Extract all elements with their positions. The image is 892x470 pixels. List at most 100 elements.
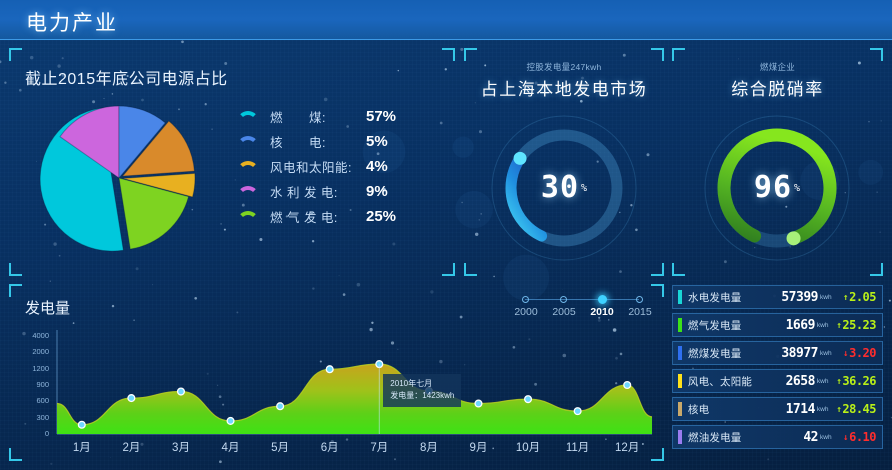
data-point[interactable] <box>474 399 483 408</box>
row-label: 燃气发电量 <box>687 319 742 332</box>
corner-bracket-tr <box>442 48 455 61</box>
row-color-swatch <box>678 346 682 360</box>
corner-bracket-br <box>442 263 455 276</box>
legend-arc-icon <box>237 111 259 122</box>
legend-item[interactable]: 水 利 发 电: 9% <box>237 179 396 204</box>
panel-generation-chart <box>9 284 664 461</box>
corner-bracket-tr <box>651 284 664 297</box>
row-value: 2658 <box>785 373 816 389</box>
y-axis-tick: 4000 <box>32 331 49 340</box>
tooltip-line-1: 2010年七月 <box>390 379 433 389</box>
area-chart: 发电量 0 300 600 900 1200 2000 4000 1月 2月 3月 4月 5月 6月 7… <box>9 284 664 461</box>
app-header: 电力产业 <box>0 0 892 40</box>
row-value: 1714 <box>785 401 816 417</box>
year-dot-2000[interactable] <box>522 295 529 303</box>
corner-bracket-tl <box>9 48 22 61</box>
legend-value: 9% <box>366 183 388 200</box>
arrow-up-icon: ↑ <box>843 293 849 303</box>
panel-power-mix: 截止2015年底公司电源占比 燃 煤: 57% 核 电: 5% 风电和太阳能: … <box>9 48 455 276</box>
legend-label: 风电和太阳能: <box>270 161 352 175</box>
year-dot-2015[interactable] <box>636 295 643 303</box>
corner-bracket-bl <box>9 448 22 461</box>
gauge-center-value: 30% <box>540 170 588 205</box>
legend-item[interactable]: 核 电: 5% <box>237 129 396 154</box>
row-delta: ↓6.10 <box>843 430 876 444</box>
x-axis-tick: 1月 <box>72 442 91 454</box>
gauge-right-title: 综合脱硝率 <box>731 80 824 99</box>
data-point[interactable] <box>176 387 186 396</box>
stat-row[interactable]: 燃油发电量 42 kwh ↓6.10 <box>672 425 883 449</box>
legend-label: 水 利 发 电: <box>270 186 338 200</box>
gauge-right-svg <box>704 115 850 261</box>
stat-row[interactable]: 核电 1714 kwh ↑28.45 <box>672 397 883 421</box>
year-dot-2005[interactable] <box>560 295 567 303</box>
x-axis-tick: 7月 <box>370 442 389 454</box>
corner-bracket-br <box>870 263 883 276</box>
data-point[interactable] <box>127 394 136 403</box>
y-axis-tick: 2000 <box>32 347 49 357</box>
year-label-2000[interactable]: 2000 <box>514 306 538 318</box>
corner-bracket-tr <box>651 48 664 61</box>
row-delta: ↑2.05 <box>843 290 876 304</box>
data-point[interactable] <box>276 402 285 411</box>
pie-chart-svg <box>39 105 196 252</box>
legend-value: 5% <box>366 133 388 150</box>
stat-row[interactable]: 水电发电量 57399 kwh ↑2.05 <box>672 285 883 309</box>
row-color-swatch <box>678 402 682 416</box>
corner-bracket-tr <box>870 48 883 61</box>
year-timeline-line <box>525 299 639 300</box>
row-unit: kwh <box>816 377 829 385</box>
data-point[interactable] <box>623 380 632 390</box>
corner-bracket-br <box>651 448 664 461</box>
chart-tooltip: 2010年七月 发电量：1423kwh <box>383 374 462 408</box>
legend-value: 57% <box>366 108 397 125</box>
x-axis-tick: 8月 <box>419 442 438 454</box>
stat-row[interactable]: 燃煤发电量 38977 kwh ↓3.20 <box>672 341 883 365</box>
row-delta: ↓3.20 <box>843 346 876 360</box>
corner-bracket-bl <box>672 263 685 276</box>
legend-label: 核 电: <box>270 136 326 150</box>
pie-chart-title: 截止2015年底公司电源占比 <box>25 71 228 88</box>
row-unit: kwh <box>820 349 832 357</box>
legend-item[interactable]: 燃 煤: 57% <box>237 104 396 129</box>
row-color-swatch <box>678 374 682 388</box>
legend-arc-icon <box>237 186 259 197</box>
data-point[interactable] <box>523 395 533 404</box>
row-color-swatch <box>678 430 682 444</box>
data-point[interactable] <box>325 365 334 374</box>
data-point[interactable] <box>77 420 86 429</box>
year-label-2015[interactable]: 2015 <box>628 306 652 318</box>
row-value: 38977 <box>781 345 818 361</box>
arrow-down-icon: ↓ <box>843 349 849 359</box>
row-value: 1669 <box>785 317 816 333</box>
year-dot-2010[interactable] <box>598 294 607 304</box>
row-label: 水电发电量 <box>688 291 742 304</box>
corner-bracket-br <box>651 263 664 276</box>
row-delta: ↑36.26 <box>836 374 876 388</box>
generation-stats-list: 水电发电量 57399 kwh ↑2.05 燃气发电量 1669 kwh ↑25… <box>672 285 883 453</box>
corner-bracket-tl <box>9 284 22 297</box>
gauge-center-subtitle: 控股发电量247kwh <box>526 62 602 72</box>
gauge-center-title: 占上海本地发电市场 <box>480 80 648 99</box>
legend-item[interactable]: 风电和太阳能: 4% <box>237 154 396 179</box>
y-axis-tick: 1200 <box>32 363 49 373</box>
arrow-up-icon: ↑ <box>836 405 842 415</box>
legend-item[interactable]: 燃 气 发 电: 25% <box>237 204 396 229</box>
year-label-2005[interactable]: 2005 <box>552 306 576 318</box>
row-color-swatch <box>678 290 682 304</box>
page-title: 电力产业 <box>26 12 118 35</box>
legend-arc-icon <box>237 161 259 172</box>
stat-row[interactable]: 燃气发电量 1669 kwh ↑25.23 <box>672 313 883 337</box>
legend-value: 25% <box>366 208 397 225</box>
y-axis-tick: 300 <box>36 412 49 422</box>
year-label-2010[interactable]: 2010 <box>590 306 614 318</box>
row-delta: ↑28.45 <box>836 402 876 416</box>
area-chart-svg <box>56 330 653 435</box>
data-point[interactable] <box>573 407 582 416</box>
corner-bracket-bl <box>9 263 22 276</box>
data-point[interactable] <box>226 416 235 425</box>
panel-market-share: 控股发电量247kwh 占上海本地发电市场 30% <box>464 48 664 276</box>
stat-row[interactable]: 风电、太阳能 2658 kwh ↑36.26 <box>672 369 883 393</box>
row-value: 42 <box>803 429 818 445</box>
y-axis-tick: 900 <box>36 380 49 389</box>
